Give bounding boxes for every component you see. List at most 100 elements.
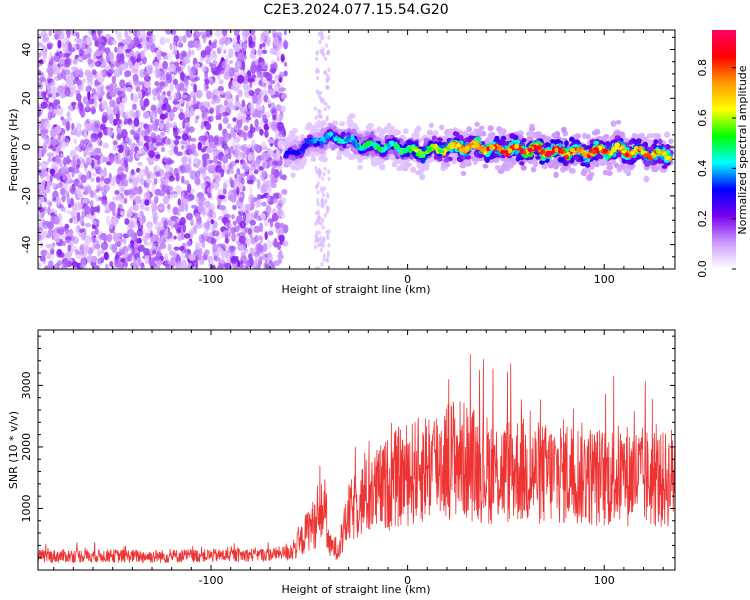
signal-dot (487, 125, 494, 132)
signal-dot (631, 132, 638, 139)
noise-dot (278, 130, 285, 138)
noise-dot (212, 230, 220, 237)
noise-dot (223, 150, 229, 155)
noise-dot (235, 159, 240, 164)
noise-dot (131, 65, 136, 74)
noise-dot (173, 167, 179, 177)
signal-dot (586, 174, 593, 181)
noise-dot (123, 266, 127, 269)
noise-dot (204, 78, 210, 86)
noise-dot (152, 216, 158, 225)
noise-dot (165, 72, 171, 81)
noise-dot (163, 97, 169, 106)
noise-dot (172, 100, 180, 105)
noise-dot (191, 49, 195, 56)
noise-dot (67, 41, 72, 52)
noise-dot (117, 65, 123, 73)
noise-dot (124, 218, 130, 225)
noise-dot (87, 58, 93, 65)
noise-dot (185, 30, 193, 38)
noise-dot (262, 79, 267, 89)
signal-dot (470, 131, 478, 137)
noise-dot (108, 83, 114, 92)
noise-dot (166, 90, 171, 97)
noise-dot (327, 176, 331, 182)
noise-dot (76, 158, 81, 167)
noise-dot (151, 206, 157, 217)
noise-dot (53, 209, 58, 216)
noise-dot (126, 208, 133, 218)
noise-dot (275, 149, 281, 159)
noise-dot (69, 149, 77, 158)
signal-dot (348, 113, 356, 119)
noise-dot (205, 122, 212, 131)
noise-dot (229, 176, 233, 184)
signal-dot (618, 163, 625, 170)
noise-dot (80, 174, 87, 184)
noise-dot (130, 221, 135, 229)
noise-dot (180, 139, 188, 145)
noise-dot (219, 257, 226, 264)
noise-dot (210, 99, 216, 105)
noise-dot (188, 70, 194, 80)
noise-dot (130, 55, 137, 64)
noise-dot (244, 203, 252, 211)
noise-dot (164, 174, 171, 179)
noise-dot (260, 151, 268, 162)
noise-dot (214, 30, 221, 38)
noise-dot (264, 219, 269, 227)
noise-dot (86, 254, 93, 264)
noise-dot (155, 141, 163, 147)
noise-dot (99, 151, 103, 158)
noise-dot (149, 260, 156, 269)
noise-dot (43, 205, 48, 214)
noise-dot (84, 204, 91, 214)
noise-dot (91, 88, 97, 94)
noise-dot (93, 206, 99, 213)
noise-dot (106, 106, 112, 115)
noise-dot (86, 171, 90, 180)
noise-dot (111, 243, 118, 254)
noise-dot (280, 197, 287, 204)
noise-dot (186, 241, 193, 246)
noise-dot (262, 114, 267, 123)
noise-dot (91, 108, 96, 114)
signal-dot (364, 131, 371, 137)
signal-dot (615, 119, 622, 125)
noise-dot (242, 212, 247, 222)
noise-dot (133, 38, 141, 45)
noise-dot (256, 108, 264, 118)
noise-dot (198, 234, 204, 244)
noise-dot (270, 63, 276, 70)
noise-dot (64, 223, 70, 230)
noise-dot (148, 160, 154, 166)
noise-dot (47, 243, 55, 251)
noise-dot (154, 68, 161, 77)
noise-dot (282, 40, 289, 50)
noise-dot (52, 61, 58, 69)
noise-dot (240, 251, 247, 257)
noise-dot (102, 101, 108, 111)
signal-dot (610, 120, 617, 127)
noise-dot (317, 266, 321, 269)
noise-dot (327, 169, 331, 174)
noise-dot (130, 194, 135, 201)
noise-dot (130, 243, 135, 249)
signal-dot (459, 163, 467, 169)
noise-dot (40, 101, 48, 109)
noise-dot (91, 255, 98, 263)
noise-dot (176, 209, 180, 216)
noise-dot (96, 70, 104, 80)
noise-dot (62, 36, 71, 45)
noise-dot (260, 183, 268, 193)
noise-dot (200, 120, 205, 129)
noise-dot (248, 194, 255, 204)
noise-dot (117, 203, 123, 210)
noise-dot (245, 266, 249, 269)
signal-dot (367, 122, 374, 128)
noise-dot (182, 163, 191, 174)
noise-dot (93, 100, 98, 108)
noise-dot (219, 105, 226, 111)
noise-dot (325, 78, 329, 83)
noise-dot (195, 31, 201, 37)
